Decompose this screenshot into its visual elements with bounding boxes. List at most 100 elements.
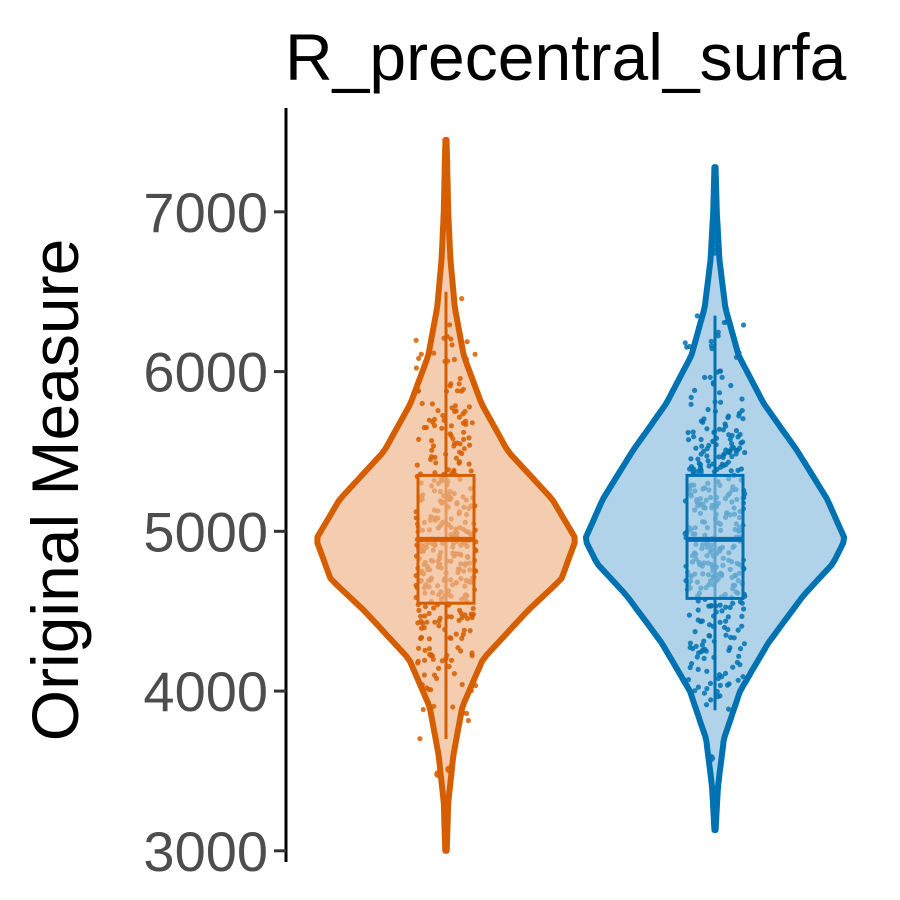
data-point xyxy=(737,646,744,652)
data-point xyxy=(462,612,468,618)
data-point xyxy=(704,686,710,692)
data-point xyxy=(685,429,691,436)
violin-groups xyxy=(314,136,848,854)
data-point xyxy=(726,681,732,687)
data-point xyxy=(690,646,696,652)
data-point xyxy=(469,650,475,656)
data-point xyxy=(461,429,467,435)
y-tick-label: 4000 xyxy=(143,660,268,723)
data-point xyxy=(707,680,714,687)
data-point xyxy=(735,434,741,440)
data-point xyxy=(415,620,421,626)
data-point xyxy=(688,394,694,400)
data-point xyxy=(703,702,710,708)
data-point xyxy=(419,400,425,407)
data-point xyxy=(426,636,432,642)
data-point xyxy=(467,628,473,634)
data-point xyxy=(433,460,439,466)
data-point xyxy=(698,469,704,475)
data-point xyxy=(447,383,453,389)
data-point xyxy=(705,458,711,464)
data-point xyxy=(708,343,715,349)
data-point xyxy=(698,451,704,457)
data-point xyxy=(418,351,424,357)
data-point xyxy=(739,396,745,402)
data-point xyxy=(696,650,702,656)
data-point xyxy=(417,613,424,619)
data-point xyxy=(728,382,734,389)
data-point xyxy=(720,427,727,433)
data-point xyxy=(702,374,708,380)
data-point xyxy=(450,436,456,442)
data-point xyxy=(719,374,725,380)
data-point xyxy=(420,706,426,713)
data-point xyxy=(432,454,438,460)
data-point xyxy=(736,350,742,356)
data-point xyxy=(461,627,467,633)
data-point xyxy=(740,439,746,445)
data-point xyxy=(695,617,701,623)
data-point xyxy=(723,461,729,468)
data-point xyxy=(704,426,710,432)
data-point xyxy=(726,706,732,712)
data-point xyxy=(723,618,729,624)
data-point xyxy=(694,313,700,319)
data-point xyxy=(695,607,701,613)
data-point xyxy=(693,445,699,451)
data-point xyxy=(729,441,735,447)
data-point xyxy=(416,436,422,442)
data-point xyxy=(736,445,743,451)
data-point xyxy=(416,355,422,361)
data-point xyxy=(708,338,714,344)
outlier-point xyxy=(711,231,719,240)
data-point xyxy=(463,418,469,424)
data-point xyxy=(447,635,453,641)
data-point xyxy=(473,683,479,689)
data-point xyxy=(741,606,747,612)
data-point xyxy=(739,613,745,620)
data-point xyxy=(455,326,461,332)
outlier-point xyxy=(707,754,716,763)
data-point xyxy=(431,672,438,678)
data-point xyxy=(460,411,466,417)
data-point xyxy=(699,642,705,648)
data-point xyxy=(414,462,420,468)
data-point xyxy=(428,652,434,658)
data-point xyxy=(418,634,425,640)
data-point xyxy=(692,688,698,694)
data-point xyxy=(416,645,422,651)
data-point xyxy=(717,693,723,699)
data-point xyxy=(722,670,729,677)
data-point xyxy=(707,374,713,380)
data-point xyxy=(423,424,429,431)
data-point xyxy=(429,401,435,407)
data-point xyxy=(422,657,428,664)
data-point xyxy=(734,659,741,666)
data-point xyxy=(456,449,463,455)
data-point xyxy=(735,677,741,683)
data-point xyxy=(449,342,455,348)
data-point xyxy=(413,337,419,343)
data-point xyxy=(472,351,478,357)
data-point xyxy=(421,625,427,631)
y-tick-label: 5000 xyxy=(143,500,268,563)
data-point xyxy=(735,627,741,633)
data-point xyxy=(704,668,710,674)
data-point xyxy=(701,416,707,422)
data-point xyxy=(740,322,747,328)
data-point xyxy=(685,437,692,443)
data-point xyxy=(733,428,740,434)
data-point xyxy=(701,638,707,644)
violin-group-2 xyxy=(582,164,848,834)
data-point xyxy=(687,640,694,646)
data-point xyxy=(717,682,723,689)
data-point xyxy=(448,336,454,342)
data-point xyxy=(436,618,442,624)
data-point xyxy=(459,681,465,688)
data-point xyxy=(453,455,459,461)
data-point xyxy=(718,399,724,405)
data-point xyxy=(727,645,733,651)
data-point xyxy=(727,436,733,442)
data-point xyxy=(461,436,467,442)
data-point xyxy=(469,420,475,426)
